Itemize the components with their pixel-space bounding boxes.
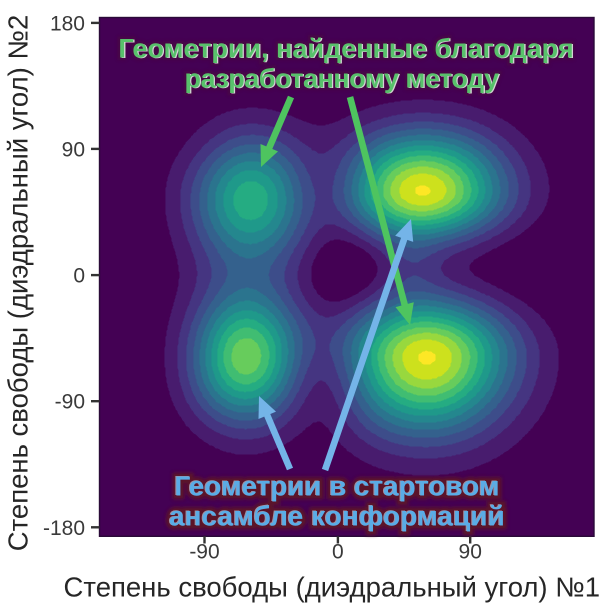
svg-text:180: 180 xyxy=(50,12,85,35)
svg-text:0: 0 xyxy=(73,265,85,288)
svg-text:Геометрии, найденные благодаря: Геометрии, найденные благодаря xyxy=(118,34,573,64)
svg-text:ансамбле конформаций: ансамбле конформаций xyxy=(169,501,505,532)
svg-text:Геометрии, найденные благодаря: Геометрии, найденные благодаря xyxy=(118,34,573,64)
svg-text:разработанному методу: разработанному методу xyxy=(186,64,500,94)
svg-text:0: 0 xyxy=(332,541,344,564)
svg-text:90: 90 xyxy=(459,541,482,564)
svg-text:разработанному методу: разработанному методу xyxy=(184,64,498,94)
svg-text:Геометрии, найденные благодаря: Геометрии, найденные благодаря xyxy=(120,34,575,64)
svg-text:-90: -90 xyxy=(55,391,85,414)
svg-text:90: 90 xyxy=(62,138,85,161)
svg-text:Геометрии в стартовом: Геометрии в стартовом xyxy=(175,471,500,502)
svg-text:Геометрии в стартовом: Геометрии в стартовом xyxy=(174,470,499,501)
svg-text:ансамбле конформаций: ансамбле конформаций xyxy=(169,501,505,532)
svg-text:Степень свободы (диэдральный у: Степень свободы (диэдральный угол) №1 xyxy=(64,571,600,602)
svg-text:-90: -90 xyxy=(189,541,219,564)
svg-text:ансамбле конформаций: ансамбле конформаций xyxy=(168,500,504,531)
svg-text:Геометрии в стартовом: Геометрии в стартовом xyxy=(175,471,500,502)
svg-text:Степень свободы (диэдральный у: Степень свободы (диэдральный угол) №2 xyxy=(2,15,33,551)
svg-text:разработанному методу: разработанному методу xyxy=(184,64,498,94)
svg-text:-180: -180 xyxy=(43,517,85,540)
